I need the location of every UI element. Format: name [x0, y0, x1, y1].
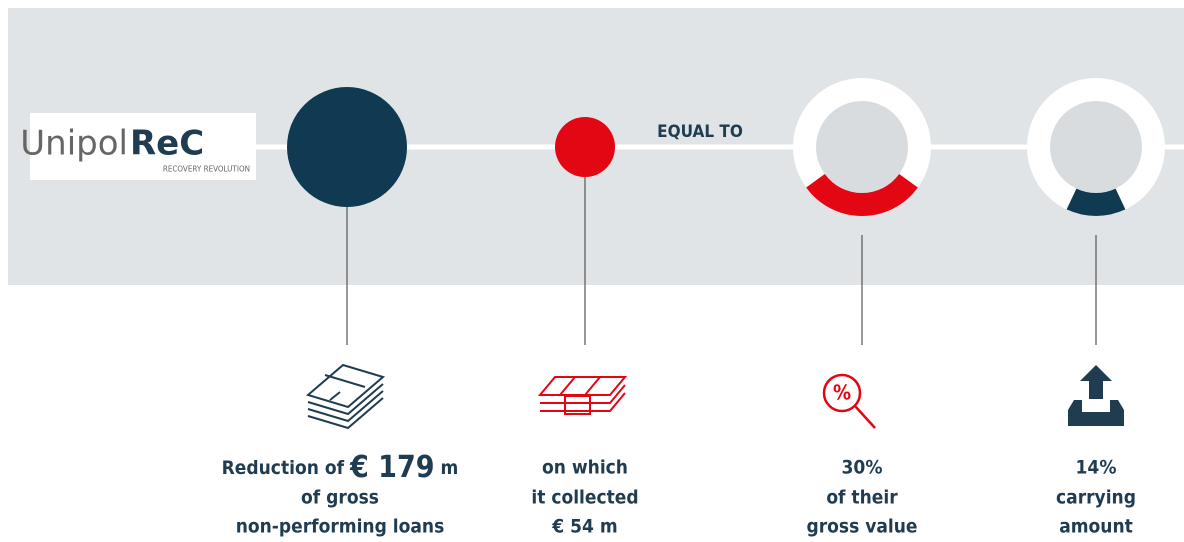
caption-headline: Reduction of € 179 m: [222, 450, 459, 485]
logo-box: [30, 113, 256, 180]
logo-tagline: RECOVERY REVOLUTION: [163, 165, 250, 174]
caption-line: of gross: [301, 487, 379, 509]
caption-part: m: [441, 457, 459, 479]
logo-name: Unipol: [20, 124, 128, 164]
logo-name-bold: ReC: [130, 124, 204, 164]
caption-line: of their: [826, 487, 898, 509]
caption-share: 30%: [842, 457, 883, 479]
icon-cash: [537, 376, 628, 415]
icon-banknotes: [305, 363, 386, 430]
caption-line: non-performing loans: [236, 516, 445, 538]
share-arc: [806, 174, 918, 216]
caption-line: gross value: [806, 516, 917, 538]
caption-share: 14%: [1076, 457, 1117, 479]
caption-line: it collected: [531, 487, 638, 509]
dot-small: [555, 117, 615, 177]
caption-amount: € 54 m: [551, 516, 617, 538]
caption-part: Reduction of: [222, 457, 345, 479]
captions: Reduction of € 179 m of gross non-performing…: [222, 450, 1136, 538]
caption-line: amount: [1059, 516, 1133, 538]
icon-upload: [1068, 365, 1124, 426]
caption-part: € 179: [349, 450, 435, 485]
dot-large: [287, 87, 407, 207]
leader-lines: [346, 177, 1097, 345]
svg-text:%: %: [833, 381, 851, 405]
share-arc: [1066, 188, 1126, 216]
caption-line: carrying: [1056, 487, 1136, 509]
caption-line: on which: [542, 457, 628, 479]
connector: EQUAL TO: [657, 122, 743, 142]
icon-percent-search: %: [822, 373, 876, 429]
